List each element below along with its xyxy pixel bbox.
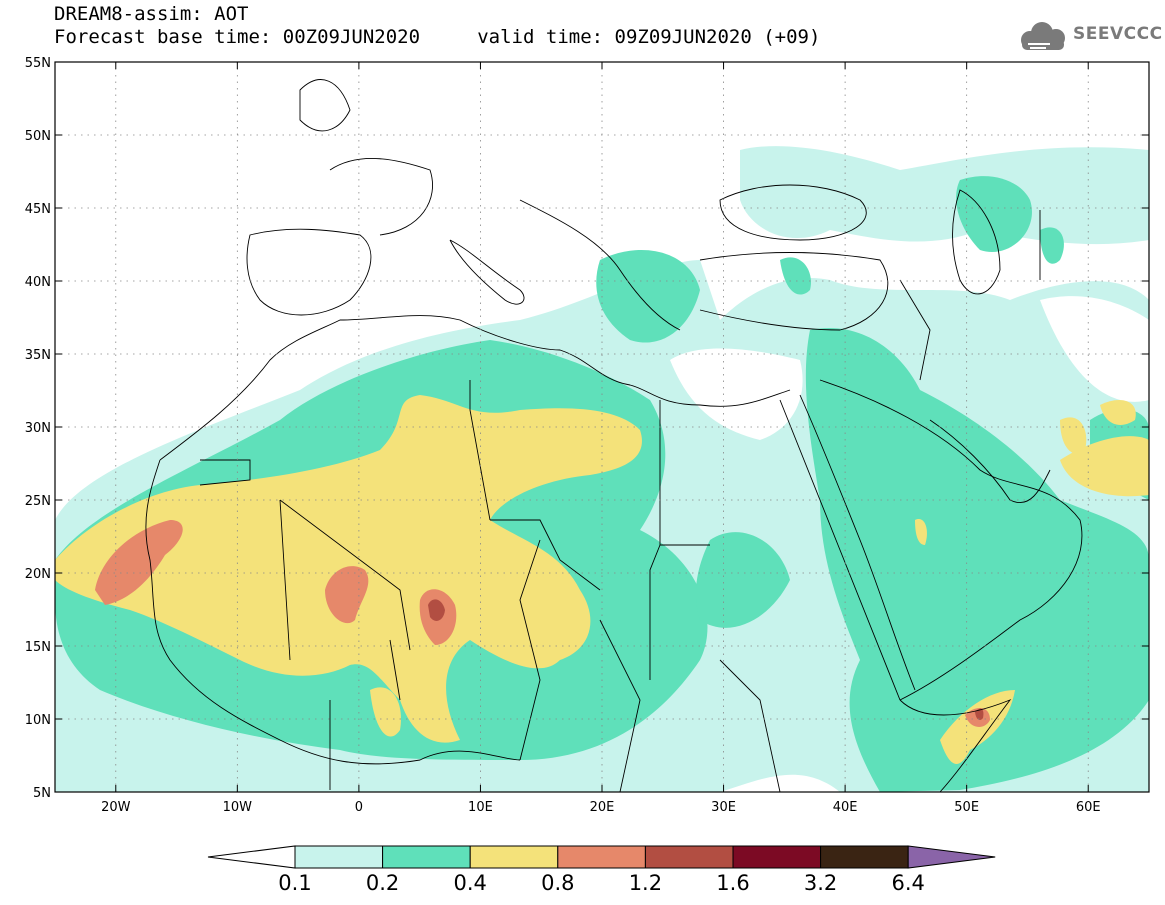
lat-label: 40N	[25, 275, 51, 290]
lon-label: 60E	[1076, 800, 1101, 815]
lon-label: 20E	[590, 800, 615, 815]
lat-label: 55N	[25, 56, 51, 71]
lon-label: 20W	[101, 800, 131, 815]
colorbar-label: 3.2	[803, 871, 838, 895]
map-title: DREAM8-assim: AOT	[54, 3, 249, 25]
lat-label: 35N	[25, 348, 51, 363]
colorbar-box	[732, 845, 822, 869]
colorbar-box	[820, 845, 909, 869]
lat-label: 30N	[25, 421, 51, 436]
aot-contour-fields	[55, 146, 1149, 792]
lon-label: 10E	[468, 800, 493, 815]
lat-label: 25N	[25, 494, 51, 509]
colorbar-box	[469, 845, 559, 869]
colorbar-label: 1.2	[628, 871, 663, 895]
colorbar-label: 0.2	[365, 871, 400, 895]
forecast-time-subtitle: Forecast base time: 00Z09JUN2020 valid t…	[54, 26, 821, 48]
lon-label: 30E	[711, 800, 736, 815]
colorbar-box	[557, 845, 646, 869]
colorbar-label: 6.4	[891, 871, 925, 895]
colorbar-over-arrow	[907, 845, 996, 869]
lon-label: 0	[355, 800, 363, 815]
lat-label: 20N	[25, 567, 51, 582]
lon-label: 50E	[954, 800, 979, 815]
cloud-icon	[1021, 22, 1065, 50]
colorbar-label: 0.4	[453, 871, 487, 895]
colorbar-under-arrow	[207, 845, 296, 869]
lat-label: 50N	[25, 129, 51, 144]
lat-label: 15N	[25, 640, 51, 655]
map-gridlines	[55, 62, 1149, 792]
aot-field-orange	[95, 520, 183, 605]
colorbar-label: 0.1	[278, 871, 312, 895]
aot-field-red	[428, 599, 445, 621]
axis-ticks	[55, 61, 1149, 793]
lon-label: 10W	[223, 800, 253, 815]
lat-label: 10N	[25, 713, 51, 728]
colorbar	[207, 845, 996, 869]
colorbar-box	[294, 845, 384, 869]
country-borders	[145, 79, 1083, 792]
lon-label: 40E	[833, 800, 858, 815]
colorbar-label: 1.6	[716, 871, 750, 895]
logo-text: SEEVCCC	[1073, 24, 1163, 44]
lat-label: 45N	[25, 202, 51, 217]
lat-label: 5N	[33, 786, 51, 801]
colorbar-box	[644, 845, 734, 869]
colorbar-label: 0.8	[541, 871, 575, 895]
colorbar-box	[382, 845, 471, 869]
latitude-labels: 55N 50N 45N 40N 35N 30N 25N 20N 15N 10N 5N	[25, 56, 51, 801]
longitude-labels: 20W 10W 0 10E 20E 30E 40E 50E 60E	[101, 800, 1101, 815]
